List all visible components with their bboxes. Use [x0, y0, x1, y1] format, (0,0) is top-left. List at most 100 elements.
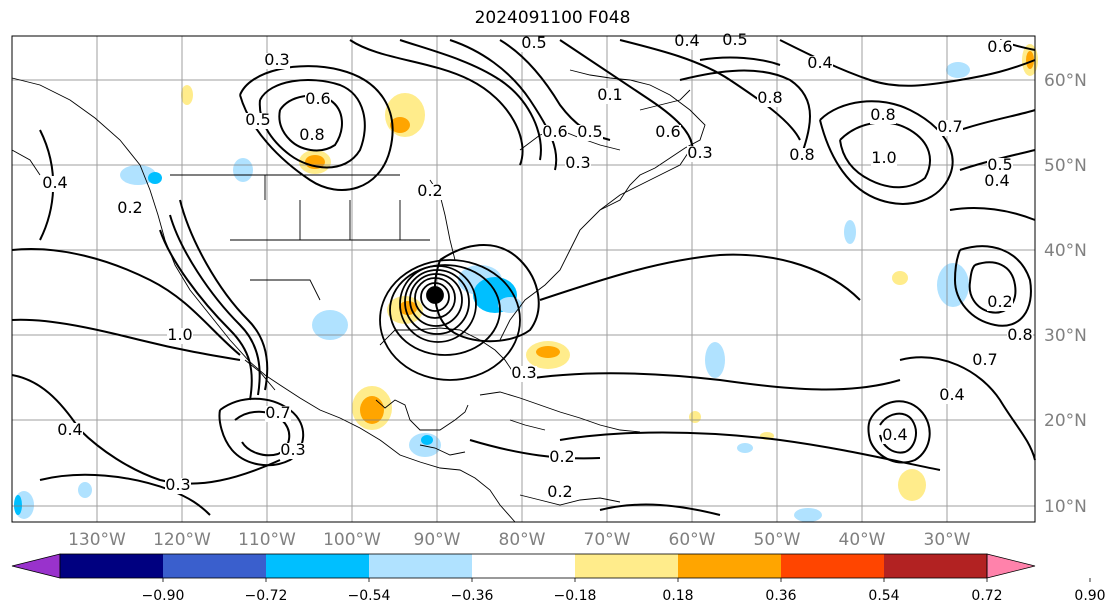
longitude-label: 30°W — [924, 530, 971, 550]
longitude-label: 40°W — [839, 530, 886, 550]
contour-label: 0.5 — [521, 33, 546, 52]
contour-label: 0.4 — [42, 173, 67, 192]
contour-label-background — [789, 148, 815, 164]
contour-label-background — [264, 53, 290, 69]
contour-label: 0.8 — [1007, 325, 1032, 344]
contour-label-background — [549, 450, 575, 466]
colorbar-tick-label: −0.18 — [554, 588, 597, 604]
contour-label-background — [984, 174, 1010, 190]
latitude-label: 50°N — [1044, 156, 1087, 176]
contour-label: 0.1 — [597, 85, 622, 104]
longitude-label: 110°W — [238, 530, 296, 550]
colorbar-segment — [575, 554, 678, 578]
contour-label-background — [722, 33, 748, 49]
contour-label-background — [245, 113, 271, 129]
colorbar-segment — [781, 554, 884, 578]
colorbar — [11, 553, 1036, 579]
colorbar-extend-high — [986, 553, 1036, 579]
contour-label-background — [547, 485, 573, 501]
contour-label: 0.7 — [937, 117, 962, 136]
contour-label-background — [417, 184, 443, 200]
longitude-label: 60°W — [669, 530, 716, 550]
contour-label: 0.3 — [280, 440, 305, 459]
colorbar-extend-low — [11, 553, 61, 579]
contour-label-background — [655, 125, 681, 141]
contour-label: 0.3 — [687, 143, 712, 162]
latitude-label: 60°N — [1044, 71, 1087, 91]
contour-label-background — [280, 443, 306, 459]
contour-label-background — [57, 423, 83, 439]
contour-label-background — [1007, 328, 1033, 344]
contour-label: 0.6 — [987, 37, 1012, 56]
colorbar-tick-label: 0.36 — [765, 588, 796, 604]
contour-label: 0.2 — [547, 482, 572, 501]
colorbar-segment — [163, 554, 266, 578]
contour-label-background — [117, 201, 143, 217]
contour-label-background — [565, 156, 591, 172]
contour-label: 0.4 — [57, 420, 82, 439]
contour-label: 0.4 — [939, 385, 964, 404]
colorbar-segment — [884, 554, 987, 578]
colorbar-segment — [472, 554, 575, 578]
contour-label: 0.2 — [117, 198, 142, 217]
contour-label: 0.2 — [549, 447, 574, 466]
latitude-label: 30°N — [1044, 326, 1087, 346]
contour-label: 0.2 — [987, 292, 1012, 311]
colorbar-segment — [60, 554, 163, 578]
contour-label-background — [882, 428, 908, 444]
coastlines — [11, 69, 706, 523]
contour-label-background — [521, 36, 547, 52]
colorbar-outline — [59, 553, 988, 579]
contour-label-background — [542, 125, 568, 141]
contour-label-background — [265, 406, 291, 422]
contour-label: 0.5 — [245, 110, 270, 129]
contour-label-background — [165, 478, 191, 494]
contour-label: 0.2 — [417, 181, 442, 200]
longitude-label: 50°W — [754, 530, 801, 550]
contour-label-background — [597, 88, 623, 104]
contour-label: 0.4 — [882, 425, 907, 444]
latitude-label: 10°N — [1044, 497, 1087, 517]
contour-label-background — [807, 56, 833, 72]
contour-label: 0.6 — [655, 122, 680, 141]
contour-label-background — [987, 40, 1013, 56]
contour-label-background — [674, 34, 700, 50]
contour-label: 0.5 — [577, 122, 602, 141]
contour-label-background — [687, 146, 713, 162]
contour-label-background — [972, 353, 998, 369]
contour-label-background — [937, 120, 963, 136]
contour-label: 0.3 — [565, 153, 590, 172]
cyclone-contours — [379, 259, 521, 381]
colorbar-tick-label: −0.90 — [142, 588, 185, 604]
contour-label: 0.8 — [789, 145, 814, 164]
latitude-label: 40°N — [1044, 241, 1087, 261]
contour-label-background — [577, 125, 603, 141]
contour-label: 0.7 — [265, 403, 290, 422]
longitude-labels: 130°W 120°W 110°W 100°W 90°W 80°W 70°W 60°W 50°W… — [68, 530, 971, 550]
contour-label: 0.8 — [757, 88, 782, 107]
contour-label: 0.4 — [674, 31, 699, 50]
colorbar-tick-label: −0.72 — [245, 588, 288, 604]
longitude-label: 100°W — [323, 530, 381, 550]
contour-label: 0.8 — [870, 105, 895, 124]
contour-label-background — [987, 295, 1013, 311]
longitude-label: 120°W — [153, 530, 211, 550]
contour-label-background — [42, 176, 68, 192]
colorbar-tick-label: −0.54 — [348, 588, 391, 604]
contour-label: 0.5 — [987, 155, 1012, 174]
map-title: 2024091100 F048 — [474, 8, 631, 28]
map-frame — [11, 35, 1036, 523]
latitude-labels: 10°N 20°N 30°N 40°N 50°N 60°N — [1044, 71, 1087, 517]
colorbar-tick-label: 0.54 — [868, 588, 899, 604]
colorbar-tick-label: 0.90 — [1074, 588, 1105, 604]
colorbar-segment — [266, 554, 369, 578]
contour-label: 0.5 — [722, 30, 747, 49]
contour-label: 0.6 — [542, 122, 567, 141]
contour-label-background — [939, 388, 965, 404]
longitude-label: 90°W — [414, 530, 461, 550]
contour-label: 0.6 — [305, 89, 330, 108]
contour-lines — [11, 39, 1036, 516]
contour-label: 0.4 — [984, 171, 1009, 190]
contour-label-background — [987, 158, 1013, 174]
